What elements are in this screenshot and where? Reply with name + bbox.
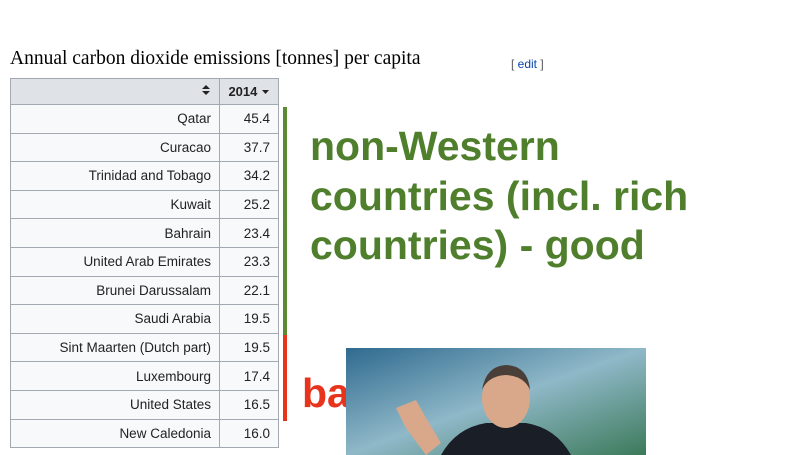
value-cell: 34.2 <box>219 161 279 191</box>
table-row: Luxembourg 17.4 <box>10 361 279 391</box>
table-row: Saudi Arabia 19.5 <box>10 304 279 334</box>
country-cell: New Caledonia <box>10 418 220 449</box>
country-cell: United States <box>10 389 220 420</box>
value-cell: 22.1 <box>219 275 279 306</box>
sort-desc-icon <box>262 90 269 94</box>
value-cell: 45.4 <box>219 104 279 134</box>
table-row: Brunei Darussalam 22.1 <box>10 275 279 306</box>
table-row: Trinidad and Tobago 34.2 <box>10 161 279 191</box>
table-row: United States 16.5 <box>10 389 279 420</box>
table-row: Kuwait 25.2 <box>10 189 279 220</box>
value-cell: 16.5 <box>219 389 279 420</box>
value-cell: 19.5 <box>219 332 279 363</box>
value-cell: 37.7 <box>219 132 279 163</box>
table-row: Bahrain 23.4 <box>10 218 279 248</box>
value-cell: 23.4 <box>219 218 279 248</box>
good-annotation: non-Western countries (incl. rich countrie… <box>310 122 688 271</box>
table-row: New Caledonia 16.0 <box>10 418 279 449</box>
good-line: countries) - good <box>310 222 645 268</box>
good-line: non-Western <box>310 123 560 169</box>
table-row: Sint Maarten (Dutch part) 19.5 <box>10 332 279 363</box>
year-label: 2014 <box>228 84 258 99</box>
good-bracket <box>283 107 287 335</box>
table-row: United Arab Emirates 23.3 <box>10 246 279 277</box>
country-cell: Saudi Arabia <box>10 304 220 334</box>
bad-bracket <box>283 335 287 421</box>
country-cell: Luxembourg <box>10 361 220 391</box>
country-cell: Bahrain <box>10 218 220 248</box>
country-cell: Brunei Darussalam <box>10 275 220 306</box>
sort-icon <box>202 85 210 95</box>
value-cell: 17.4 <box>219 361 279 391</box>
table-body: Qatar 45.4 Curacao 37.7 Trinidad and Tobago 3… <box>10 104 279 449</box>
value-cell: 19.5 <box>219 304 279 334</box>
value-cell: 25.2 <box>219 189 279 220</box>
country-cell: Sint Maarten (Dutch part) <box>10 332 220 363</box>
country-cell: United Arab Emirates <box>10 246 220 277</box>
sort-header[interactable] <box>10 78 220 105</box>
table-title: Annual carbon dioxide emissions [tonnes]… <box>10 48 421 69</box>
value-cell: 16.0 <box>219 418 279 449</box>
year-header[interactable]: 2014 <box>219 78 279 105</box>
photo <box>346 348 646 455</box>
edit-link[interactable]: edit <box>517 57 538 71</box>
emissions-table: 2014 Qatar 45.4 Curacao 37.7 Trinidad and To… <box>10 78 279 449</box>
edit-link-wrap: [ edit ] <box>511 57 544 71</box>
country-cell: Curacao <box>10 132 220 163</box>
country-cell: Trinidad and Tobago <box>10 161 220 191</box>
table-row: Qatar 45.4 <box>10 104 279 134</box>
value-cell: 23.3 <box>219 246 279 277</box>
country-cell: Qatar <box>10 104 220 134</box>
table-row: Curacao 37.7 <box>10 132 279 163</box>
country-cell: Kuwait <box>10 189 220 220</box>
good-line: countries (incl. rich <box>310 172 689 219</box>
